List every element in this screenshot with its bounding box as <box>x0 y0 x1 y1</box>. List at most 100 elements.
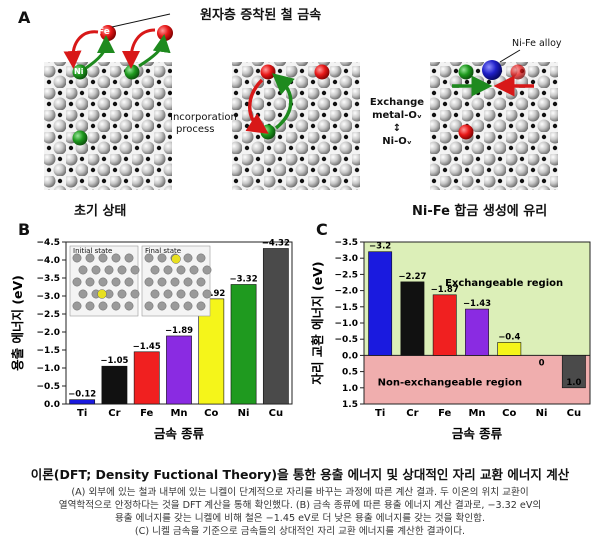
highlight-atom <box>171 254 181 264</box>
fe-atom <box>157 25 173 41</box>
lattice-atom <box>124 277 134 287</box>
initial-state-label: 초기 상태 <box>74 204 127 219</box>
data-label: 1.0 <box>566 378 581 388</box>
data-label: −3.32 <box>230 274 258 284</box>
non-exchangeable-label: Non-exchangeable region <box>378 377 522 388</box>
y-tick-label: −0.5 <box>335 335 358 345</box>
x-tick-label: Ni <box>536 408 548 419</box>
lattice-atom <box>170 277 180 287</box>
favor-alloy-label: Ni-Fe 합금 생성에 유리 <box>412 204 548 219</box>
x-tick-label: Cr <box>108 408 120 419</box>
caption-line: (C) 니켈 금속을 기준으로 금속들의 상대적인 자리 교환 에너지를 계산한… <box>134 526 466 537</box>
x-tick-label: Co <box>502 408 516 419</box>
bar <box>262 248 289 405</box>
deposit-label: 원자층 증착된 철 금속 <box>200 8 322 23</box>
lattice-atom <box>144 253 154 263</box>
data-label: −1.05 <box>100 356 128 366</box>
ni-fe-alloy-atom <box>482 60 502 80</box>
x-tick-label: Mn <box>170 408 187 419</box>
lattice-atom <box>183 253 193 263</box>
lattice-atom <box>72 253 82 263</box>
lattice-atom <box>111 277 121 287</box>
lattice-atom <box>163 265 173 275</box>
bar <box>432 294 457 356</box>
y-tick-label: −1.0 <box>335 319 358 329</box>
leaching-energy-chart: 0.0 −0.5 −1.0 −1.5 −2.0 −2.5 −3.0 −3.5 −4.0 −4.5 −… <box>10 238 293 441</box>
ni-atom <box>124 64 140 80</box>
ni-tag-label: Ni <box>74 67 84 76</box>
lattice-atom <box>85 277 95 287</box>
exchangeable-label: Exchangeable region <box>445 278 563 289</box>
lattice-atom <box>157 277 167 287</box>
caption-line: 용출 에너지를 갖는 니켈에 비해 철은 −1.45 eV로 더 낮은 용출 에… <box>114 513 486 524</box>
x-tick-label: Fe <box>140 408 153 419</box>
data-label: −3.2 <box>369 242 391 252</box>
data-label: 0 <box>539 358 545 368</box>
alloy-label: Ni-Fe alloy <box>512 38 562 49</box>
bar <box>166 335 192 405</box>
x-tick-label: Ti <box>375 408 385 419</box>
y-tick-label: 0.5 <box>342 368 358 378</box>
caption-line: 열역학적으로 안정하다는 것을 DFT 계산을 통해 확인했다. (B) 금속 … <box>58 500 542 511</box>
lattice-atom <box>98 277 108 287</box>
data-label: −0.4 <box>498 332 520 342</box>
panel-a-graphic <box>44 13 558 190</box>
lattice-atom <box>189 289 199 299</box>
y-tick-label: −1.0 <box>37 364 60 374</box>
y-tick-label: −2.5 <box>335 270 358 280</box>
y-tick-label: −3.5 <box>37 274 60 284</box>
lattice-atom <box>196 253 206 263</box>
bar <box>101 365 128 405</box>
lattice-atom <box>176 265 186 275</box>
lattice-atom <box>196 277 206 287</box>
lattice-atom <box>117 265 127 275</box>
y-tick-label: −3.0 <box>335 254 358 264</box>
slab-exchange <box>430 60 558 190</box>
bar <box>230 284 257 405</box>
caption-text: (A) 외부에 있는 철과 내부에 있는 니켈이 단계적으로 자리를 바꾸는 과… <box>0 486 600 538</box>
incorporation-label: Incorporation process <box>170 112 237 135</box>
y-tick-label: −3.0 <box>37 292 60 302</box>
inset-title: Final state <box>145 247 181 255</box>
panel-b-letter: B <box>18 220 31 239</box>
lattice-atom <box>130 265 140 275</box>
lattice-atom <box>78 289 88 299</box>
inset-initial: Initial state <box>69 245 140 317</box>
y-tick-label: −2.0 <box>37 328 60 338</box>
lattice-atom <box>98 253 108 263</box>
data-label: −4.32 <box>262 238 290 248</box>
data-label: −1.89 <box>165 326 193 336</box>
x-tick-label: Ti <box>77 408 87 419</box>
ni-atom <box>72 130 88 146</box>
data-label: −2.27 <box>398 272 426 282</box>
x-tick-label: Mn <box>468 408 485 419</box>
panel-c-letter: C <box>316 220 328 239</box>
data-label: −0.12 <box>68 390 96 400</box>
lattice-atom <box>124 301 134 311</box>
fe-tag-label: Fe <box>98 27 110 37</box>
y-tick-label: −2.0 <box>335 287 358 297</box>
lattice-atom <box>117 289 127 299</box>
lattice-atom <box>183 301 193 311</box>
lattice-atom <box>85 301 95 311</box>
x-tick-label: Co <box>204 408 218 419</box>
y-axis-label: 자리 교환 에너지 (eV) <box>310 261 325 384</box>
y-tick-label: −1.5 <box>37 346 60 356</box>
x-tick-label: Cu <box>567 408 581 419</box>
lattice-atom <box>85 253 95 263</box>
x-tick-label: Cu <box>269 408 283 419</box>
panel-a-letter: A <box>18 8 31 27</box>
lattice-atom <box>150 289 160 299</box>
slab-incorporation <box>232 62 360 190</box>
y-axis-label: 용출 에너지 (eV) <box>10 275 25 371</box>
lattice-atom <box>202 265 212 275</box>
deposit-pointer <box>111 13 171 28</box>
y-tick-label: −3.5 <box>335 238 358 248</box>
y-tick-label: −2.5 <box>37 310 60 320</box>
bar <box>561 355 586 389</box>
y-tick-label: −4.5 <box>37 238 60 248</box>
bar <box>198 298 225 405</box>
x-axis-label: 금속 종류 <box>154 426 205 441</box>
lattice-atom <box>150 265 160 275</box>
lattice-atom <box>78 265 88 275</box>
